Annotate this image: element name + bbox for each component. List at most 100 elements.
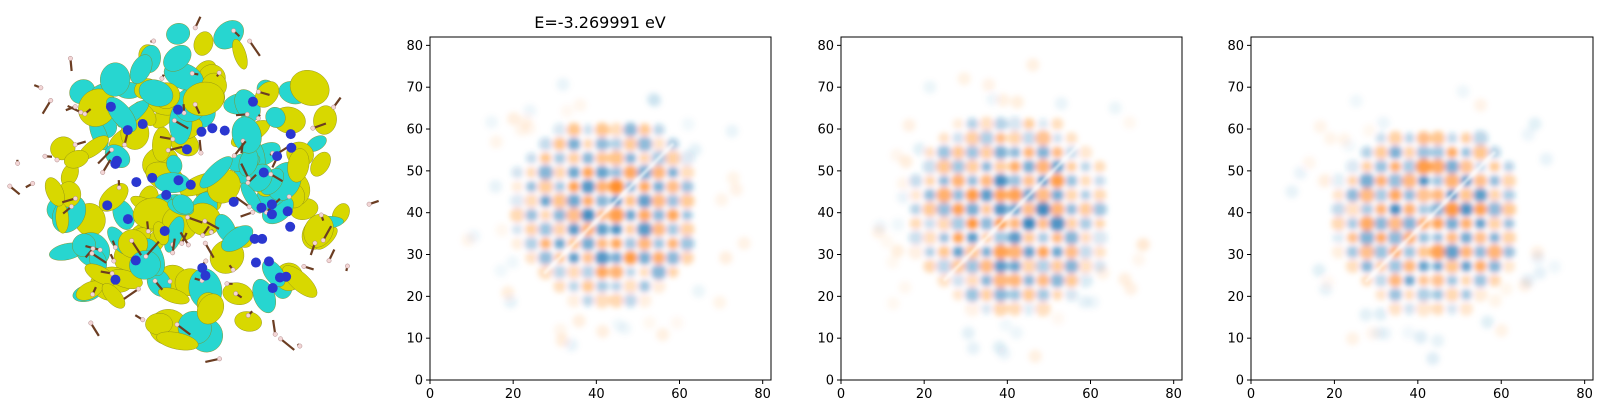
density-blob (525, 152, 537, 164)
density-blob (1359, 173, 1375, 189)
density-blob (966, 175, 979, 187)
density-blob (540, 238, 552, 250)
density-blob (1021, 202, 1036, 217)
y-tick-label: 50 (1227, 164, 1244, 179)
orbital-lobe (166, 23, 191, 45)
density-blob (938, 175, 950, 187)
density-blob (580, 264, 596, 280)
hydrogen-atom (67, 55, 73, 61)
density-halo (1547, 260, 1562, 274)
nitrogen-atom (110, 158, 121, 169)
density-halo (1521, 127, 1535, 142)
density-blob (1064, 245, 1079, 259)
density-halo (1426, 351, 1440, 366)
density-blob (1345, 188, 1360, 203)
density-blob (1330, 173, 1347, 189)
density-blob (524, 236, 539, 251)
density-blob (638, 181, 651, 193)
density-blob (1432, 260, 1444, 272)
density-blob (1416, 187, 1432, 203)
density-blob (1078, 145, 1093, 160)
heatmap-panel-1: E=-3.269991 eV 0 20 40 60 80 0 10 20 30 40 50 60 70 8… (406, 13, 772, 402)
density-blob (610, 223, 623, 236)
nitrogen-atom (161, 189, 172, 200)
hydrogen-atom (54, 157, 60, 163)
density-blob (1374, 145, 1389, 160)
x-tick-label: 80 (1576, 387, 1593, 402)
hydrogen-atom (245, 175, 251, 181)
density-blob (538, 222, 553, 237)
density-halo (1430, 334, 1445, 348)
density-blob (538, 179, 554, 195)
density-blob (1473, 273, 1488, 288)
density-blob (679, 221, 695, 237)
density-halo (1135, 238, 1149, 252)
density-blob (1432, 232, 1444, 244)
density-halo (1539, 152, 1553, 166)
density-blob (993, 259, 1008, 274)
hydrogen-atom (89, 250, 95, 256)
density-blob (1431, 288, 1444, 301)
density-blob (666, 209, 679, 222)
density-halo (1473, 98, 1488, 112)
bond (233, 140, 247, 157)
density-blob (951, 203, 965, 216)
density-halo (996, 93, 1010, 107)
bond (187, 216, 203, 224)
density-blob (1417, 203, 1430, 216)
density-blob (938, 232, 950, 244)
density-blob (1472, 130, 1489, 147)
density-blob (1388, 287, 1403, 302)
density-blob (511, 180, 524, 193)
density-blob (1473, 287, 1488, 302)
density-blob (525, 181, 537, 193)
density-halo (1530, 245, 1545, 260)
nodal-plane (942, 143, 1081, 282)
density-blob (1049, 215, 1066, 232)
density-blob (922, 159, 938, 175)
density-blob (937, 245, 951, 259)
density-blob (553, 137, 567, 151)
density-blob (979, 216, 994, 231)
orbital-lobe (172, 194, 194, 215)
density-blob (978, 130, 995, 146)
bond (176, 323, 192, 336)
density-blob (1037, 246, 1050, 258)
density-blob (609, 122, 624, 137)
density-blob (624, 209, 637, 221)
heatmap-image-3 (1285, 84, 1562, 366)
density-blob (594, 292, 610, 309)
density-halo (886, 255, 900, 269)
density-blob (1431, 188, 1445, 202)
hydrogen-atom (172, 118, 177, 124)
density-blob (924, 146, 936, 158)
density-halo (1054, 96, 1069, 111)
density-blob (1403, 302, 1416, 315)
density-blob (981, 161, 993, 173)
hydrogen-atom (174, 322, 180, 328)
density-halo (896, 176, 911, 191)
density-halo (494, 263, 508, 278)
nitrogen-atom (122, 214, 133, 225)
density-blob (667, 166, 679, 179)
density-halo (1302, 156, 1316, 170)
hydrogen-atom (312, 240, 318, 246)
density-blob (1502, 245, 1516, 259)
density-blob (623, 237, 637, 251)
density-blob (1036, 145, 1051, 160)
density-blob (524, 193, 539, 209)
density-blob (909, 189, 922, 202)
density-halo (1349, 94, 1363, 108)
density-blob (596, 237, 608, 250)
bond (204, 242, 215, 259)
density-blob (568, 252, 580, 264)
density-halo (560, 104, 574, 118)
density-halo (725, 124, 739, 138)
density-blob (1375, 174, 1388, 187)
density-blob (966, 231, 979, 244)
density-blob (1036, 273, 1050, 287)
y-tick-label: 40 (406, 206, 423, 221)
density-blob (909, 217, 923, 230)
density-blob (1332, 231, 1346, 245)
density-blob (993, 244, 1009, 260)
